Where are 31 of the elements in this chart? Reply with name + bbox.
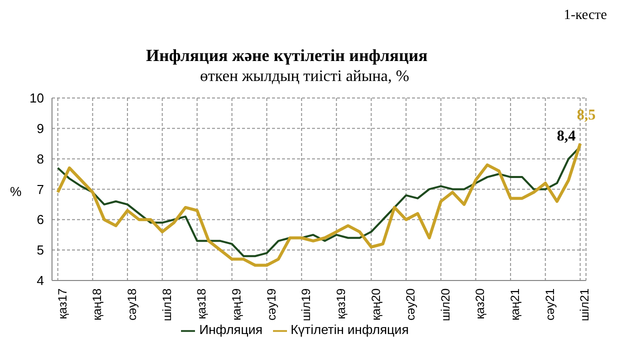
x-tick-label: қаң21 [508,288,522,320]
x-tick-label: қаң19 [229,288,244,320]
chart-subtitle: өткен жылдың тиісті айына, % [200,68,410,86]
x-tick-label: сәу18 [124,288,139,320]
x-tick-label: сәу21 [542,288,557,320]
x-tick-label: шіл19 [299,288,314,322]
y-tick-label: 5 [36,242,44,258]
y-tick-label: 8 [36,151,44,166]
data-label: 8,5 [576,108,596,124]
legend-label: Инфляция [199,322,263,338]
x-tick-label: сәу19 [264,288,278,320]
x-tick-label: қаз20 [473,288,488,320]
y-tick-label: 4 [36,273,44,288]
x-tick-label: сәу20 [404,288,418,320]
chart-title: Инфляция және күтілетін инфляция [146,46,428,66]
x-tick-label: шіл18 [160,288,174,322]
y-tick-label: 10 [30,90,44,106]
y-tick-label: 9 [36,121,44,136]
y-tick-label: 6 [36,212,44,228]
legend-label: Күтілетін инфляция [290,322,409,338]
y-tick-label: 7 [36,182,44,197]
x-tick-label: қаң18 [90,288,104,320]
x-tick-label: шіл21 [578,288,592,322]
x-tick-label: қаз19 [334,288,348,320]
x-tick-label: қаң20 [368,288,383,320]
x-tick-label: қаз17 [55,288,70,320]
data-label: 8,4 [556,128,576,145]
text: 1-кесте [564,8,607,24]
x-tick-label: қаз18 [194,288,209,320]
y-axis-title: % [10,184,22,199]
x-tick-label: шіл20 [438,288,452,322]
